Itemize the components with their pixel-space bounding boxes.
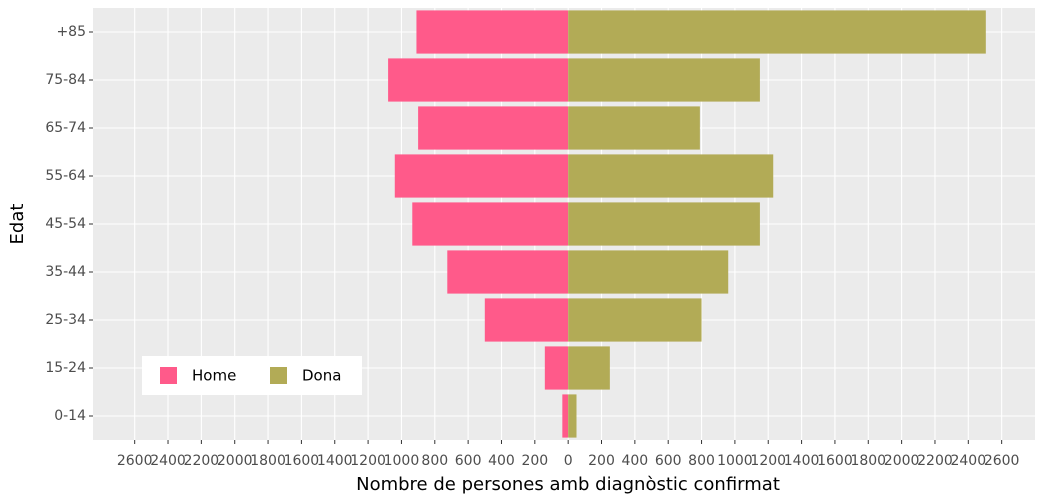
bar (412, 202, 569, 246)
bar (416, 10, 569, 54)
x-tick-label: 800 (421, 453, 448, 469)
x-tick-label: 1400 (317, 453, 353, 469)
y-tick-label: 55-64 (45, 168, 86, 184)
bar (568, 250, 729, 294)
x-tick-label: 2400 (150, 453, 186, 469)
y-axis-title: Edat (7, 204, 28, 245)
bar (394, 154, 569, 198)
x-tick-label: 1800 (850, 453, 886, 469)
x-tick-label: 0 (564, 453, 573, 469)
bar (562, 394, 569, 438)
x-tick-label: 600 (455, 453, 482, 469)
x-tick-label: 600 (655, 453, 682, 469)
legend-box (142, 356, 362, 395)
legend: Home Dona (142, 356, 362, 395)
x-tick-label: 2200 (917, 453, 953, 469)
x-tick-label: 1800 (250, 453, 286, 469)
bar (568, 58, 760, 102)
bar (418, 106, 569, 150)
legend-swatch (270, 367, 287, 384)
bar (568, 10, 986, 54)
y-tick-label: +85 (56, 24, 86, 40)
x-axis-title: Nombre de persones amb diagnòstic confir… (356, 474, 780, 495)
y-tick-label: 15-24 (45, 360, 86, 376)
y-tick-label: 45-54 (45, 216, 86, 232)
x-tick-label: 200 (588, 453, 615, 469)
bar (544, 346, 569, 390)
y-tick-label: 75-84 (45, 72, 86, 88)
x-tick-label: 1000 (717, 453, 753, 469)
legend-swatch (160, 367, 177, 384)
x-tick-label: 400 (488, 453, 515, 469)
bar (568, 394, 577, 438)
x-tick-label: 400 (621, 453, 648, 469)
x-tick-label: 2600 (984, 453, 1020, 469)
bar (484, 298, 569, 342)
bar (568, 298, 702, 342)
x-tick-label: 2000 (884, 453, 920, 469)
bar (568, 154, 774, 198)
legend-label: Home (192, 367, 236, 385)
x-tick-label: 2200 (184, 453, 220, 469)
x-tick-label: 1400 (784, 453, 820, 469)
bar (388, 58, 569, 102)
bar (447, 250, 569, 294)
y-tick-label: 25-34 (45, 312, 86, 328)
bar (568, 106, 700, 150)
x-tick-label: 2000 (217, 453, 253, 469)
y-tick-label: 0-14 (54, 408, 86, 424)
x-tick-label: 1600 (817, 453, 853, 469)
x-tick-label: 1200 (350, 453, 386, 469)
x-tick-label: 1600 (284, 453, 320, 469)
x-tick-label: 2600 (117, 453, 153, 469)
legend-label: Dona (302, 367, 341, 385)
x-tick-label: 1000 (384, 453, 420, 469)
y-tick-label: 35-44 (45, 264, 86, 280)
x-tick-label: 1200 (750, 453, 786, 469)
x-tick-label: 2400 (950, 453, 986, 469)
bar (568, 202, 760, 246)
x-tick-label: 200 (521, 453, 548, 469)
y-tick-label: 65-74 (45, 120, 86, 136)
bar (568, 346, 610, 390)
x-tick-label: 800 (688, 453, 715, 469)
